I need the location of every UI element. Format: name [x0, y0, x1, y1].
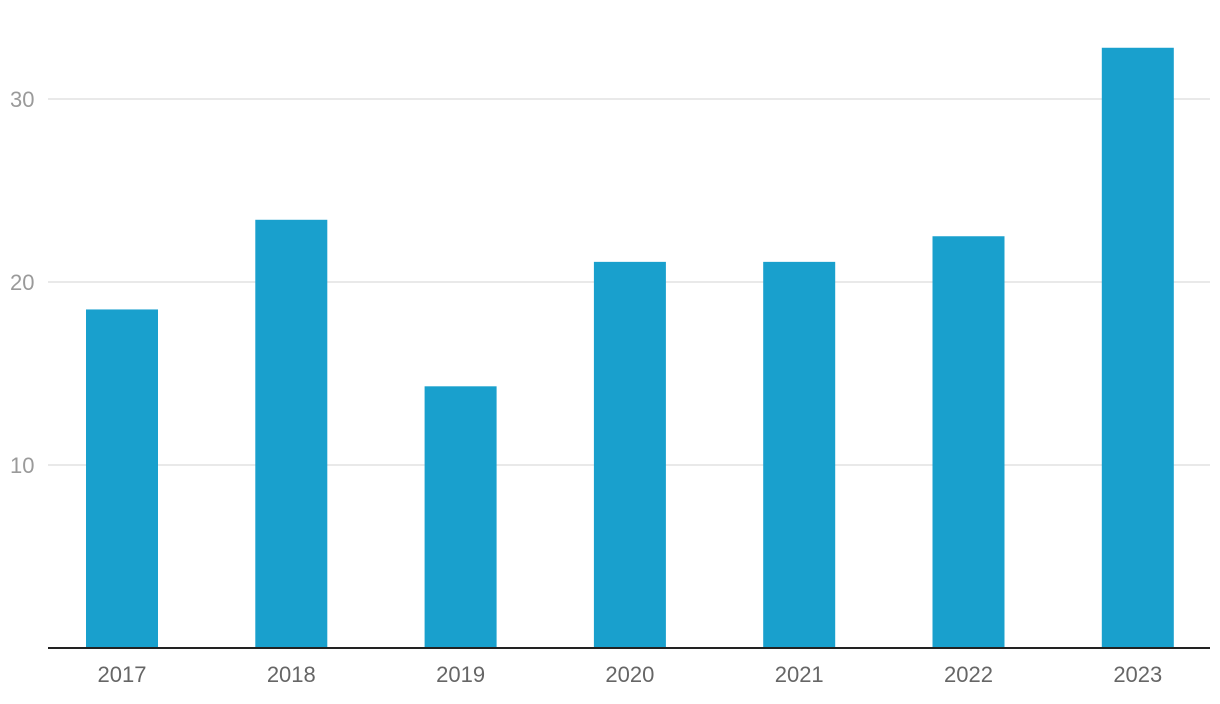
bar-2021: [763, 261, 836, 648]
y-tick-label: 30: [10, 87, 34, 112]
x-tick-label: 2019: [436, 662, 485, 687]
x-tick-label: 2020: [605, 662, 654, 687]
bar-2023: [1101, 47, 1174, 648]
x-tick-label: 2017: [98, 662, 147, 687]
x-tick-labels: 2017 2018 2019 2020 2021 2022 2023: [98, 662, 1163, 687]
x-tick-label: 2021: [775, 662, 824, 687]
bar-2022: [932, 236, 1005, 648]
x-tick-label: 2022: [944, 662, 993, 687]
bar-2019: [424, 386, 497, 648]
bar-2020: [593, 261, 666, 648]
bar-2018: [255, 219, 328, 648]
y-tick-label: 10: [10, 453, 34, 478]
y-tick-label: 20: [10, 270, 34, 295]
y-tick-labels: 10 20 30: [10, 87, 34, 478]
bar-2017: [86, 309, 158, 648]
x-tick-label: 2023: [1113, 662, 1162, 687]
bars: [86, 47, 1174, 648]
x-tick-label: 2018: [267, 662, 316, 687]
